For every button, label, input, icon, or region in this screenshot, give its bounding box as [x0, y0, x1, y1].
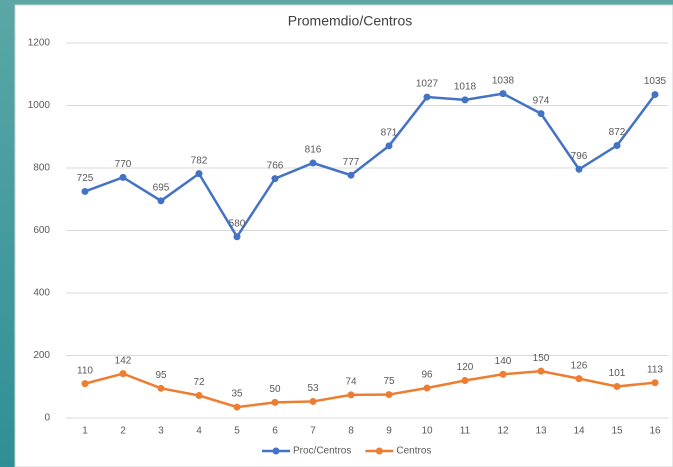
- data-label: 872: [609, 127, 626, 138]
- chart-area: [14, 4, 673, 467]
- x-tick-label: 11: [460, 426, 471, 437]
- data-label: 113: [647, 364, 663, 375]
- data-label: 72: [193, 377, 205, 388]
- x-tick-label: 5: [234, 426, 240, 437]
- y-tick-label: 600: [33, 225, 50, 236]
- point: [499, 90, 507, 98]
- line-series: [84, 369, 656, 409]
- data-label: 1027: [416, 79, 439, 90]
- data-label: 816: [305, 145, 322, 156]
- point: [195, 392, 203, 399]
- data-label: 75: [383, 376, 395, 387]
- y-tick-label: 1000: [28, 100, 51, 111]
- point: [385, 391, 393, 399]
- legend-marker: [272, 447, 280, 455]
- point: [651, 91, 659, 99]
- data-label: 580: [229, 218, 246, 229]
- data-label: 770: [115, 159, 132, 170]
- point: [347, 391, 355, 399]
- data-label: 50: [269, 384, 281, 395]
- point: [537, 367, 545, 375]
- x-tick-label: 3: [158, 426, 164, 437]
- data-label: 766: [267, 160, 284, 171]
- data-label: 777: [343, 157, 360, 168]
- point: [499, 370, 507, 378]
- data-label: 725: [77, 173, 94, 184]
- point: [233, 403, 241, 411]
- point: [423, 384, 431, 392]
- y-tick-label: 0: [44, 413, 50, 424]
- x-tick-label: 12: [497, 426, 509, 437]
- y-tick-label: 400: [33, 288, 50, 299]
- data-label: 120: [457, 362, 474, 373]
- chart-title: Promemdio/Centros: [288, 13, 413, 29]
- point: [537, 110, 545, 118]
- point: [157, 384, 165, 392]
- point: [119, 370, 127, 378]
- point: [347, 171, 355, 179]
- data-label: 101: [609, 368, 626, 379]
- data-label: 871: [381, 127, 398, 138]
- data-label: 974: [533, 95, 550, 106]
- point: [271, 398, 279, 406]
- x-tick-label: 13: [535, 426, 547, 437]
- data-label: 35: [231, 389, 243, 400]
- point: [157, 197, 165, 205]
- x-tick-label: 4: [196, 426, 202, 437]
- legend-marker: [375, 447, 383, 455]
- x-tick-label: 7: [310, 426, 316, 437]
- legend-label: Centros: [396, 446, 431, 457]
- data-label: 95: [155, 370, 167, 381]
- x-tick-label: 10: [421, 426, 433, 437]
- legend-label: Proc/Centros: [293, 446, 351, 457]
- point: [195, 170, 203, 178]
- data-label: 1038: [492, 75, 515, 86]
- point: [233, 233, 241, 241]
- data-label: 96: [421, 370, 433, 381]
- y-tick-label: 1200: [28, 38, 51, 49]
- data-label: 782: [191, 155, 208, 166]
- point: [575, 165, 583, 173]
- data-label: 1018: [454, 82, 477, 93]
- data-label: 695: [153, 182, 170, 193]
- y-tick-label: 800: [33, 163, 50, 174]
- data-label: 110: [77, 365, 93, 376]
- data-label: 1035: [644, 76, 667, 87]
- point: [613, 142, 621, 149]
- point: [81, 380, 89, 388]
- data-label: 796: [571, 151, 588, 162]
- point: [309, 159, 317, 167]
- point: [81, 187, 89, 195]
- point: [613, 382, 621, 390]
- point: [575, 375, 583, 383]
- point: [309, 397, 317, 405]
- point: [271, 175, 279, 183]
- point: [119, 173, 127, 181]
- data-label: 140: [495, 356, 512, 367]
- point: [385, 142, 393, 150]
- x-tick-label: 1: [82, 426, 88, 437]
- data-label: 53: [307, 383, 319, 394]
- data-label: 150: [533, 353, 550, 364]
- point: [461, 377, 469, 384]
- y-tick-label: 200: [33, 350, 50, 361]
- x-tick-label: 16: [649, 426, 661, 437]
- data-label: 74: [345, 377, 357, 388]
- x-tick-label: 9: [386, 426, 392, 437]
- x-tick-label: 2: [120, 426, 126, 437]
- line-series: [84, 92, 657, 240]
- point: [651, 379, 659, 387]
- x-tick-label: 8: [348, 426, 354, 437]
- point: [461, 96, 469, 104]
- data-label: 126: [571, 360, 588, 371]
- x-tick-label: 15: [611, 426, 623, 437]
- data-label: 142: [115, 355, 132, 366]
- x-tick-label: 6: [272, 426, 278, 437]
- point: [423, 93, 431, 101]
- x-tick-label: 14: [573, 426, 585, 437]
